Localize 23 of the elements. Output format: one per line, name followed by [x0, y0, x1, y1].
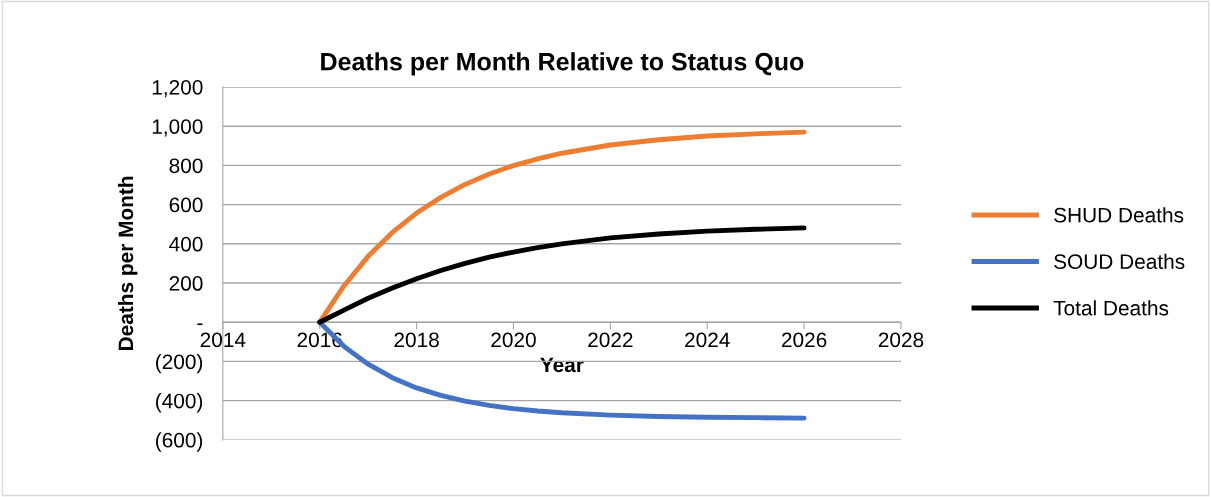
line-series: [317, 225, 807, 325]
legend-label: SHUD Deaths: [1054, 207, 1184, 223]
y-tick-label: -: [197, 323, 203, 326]
x-tick-label: 2022: [588, 332, 633, 348]
y-tick-label: 600: [169, 197, 203, 213]
y-tick-label: 400: [169, 236, 203, 252]
y-tick-label: (400): [156, 393, 203, 413]
x-tick-label: 2028: [878, 332, 924, 348]
x-tick-label: 2024: [685, 332, 730, 348]
y-tick-label: 200: [169, 276, 203, 291]
x-tick-label: 2014: [200, 332, 246, 348]
legend-label: SOUD Deaths: [1054, 253, 1185, 269]
y-tick-label: (600): [156, 432, 203, 452]
y-tick-label: (200): [156, 353, 203, 374]
y-tick-label: 800: [169, 158, 203, 174]
y-tick-label: 1,000: [152, 119, 203, 137]
x-tick-label: 2026: [781, 332, 827, 348]
y-axis-title: Deaths per Month: [117, 176, 138, 350]
x-tick-label: 2020: [491, 332, 536, 348]
x-tick-label: 2018: [394, 332, 439, 348]
chart-title: Deaths per Month Relative to Status Quo: [321, 52, 804, 76]
legend-label: Total Deaths: [1053, 300, 1169, 316]
y-tick-label: 1,200: [152, 79, 203, 98]
